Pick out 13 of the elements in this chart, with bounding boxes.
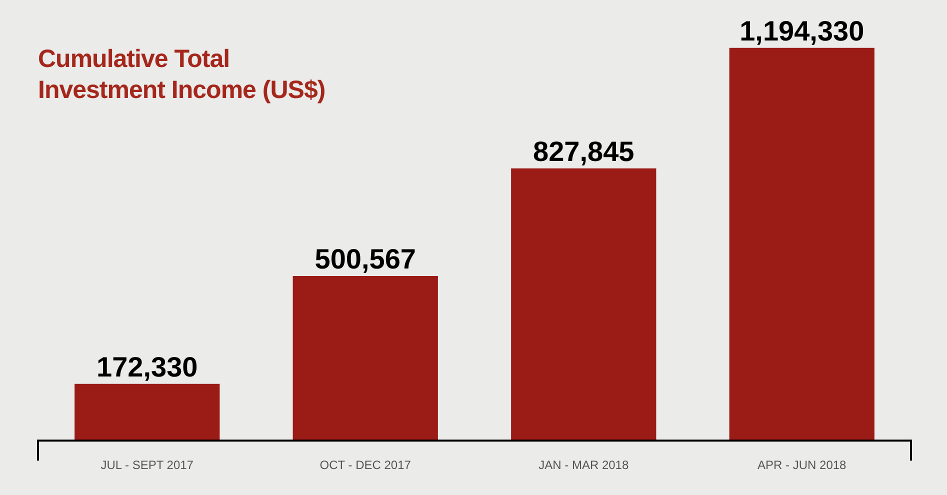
data-label: 827,845 [533, 136, 634, 168]
bar [74, 384, 220, 441]
x-tick-label: APR - JUN 2018 [758, 458, 847, 472]
data-label: 172,330 [96, 352, 198, 383]
bar [729, 48, 874, 441]
bar [292, 276, 438, 441]
x-tick-label: JUL - SEPT 2017 [100, 458, 194, 472]
data-label: 1,194,330 [740, 16, 864, 47]
x-tick-label: OCT - DEC 2017 [320, 458, 412, 472]
x-tick-label: JAN - MAR 2018 [538, 458, 629, 472]
bar [511, 168, 656, 441]
data-label: 500,567 [314, 244, 416, 275]
text: Cumulative Total Investment Income (US$) [38, 44, 326, 106]
